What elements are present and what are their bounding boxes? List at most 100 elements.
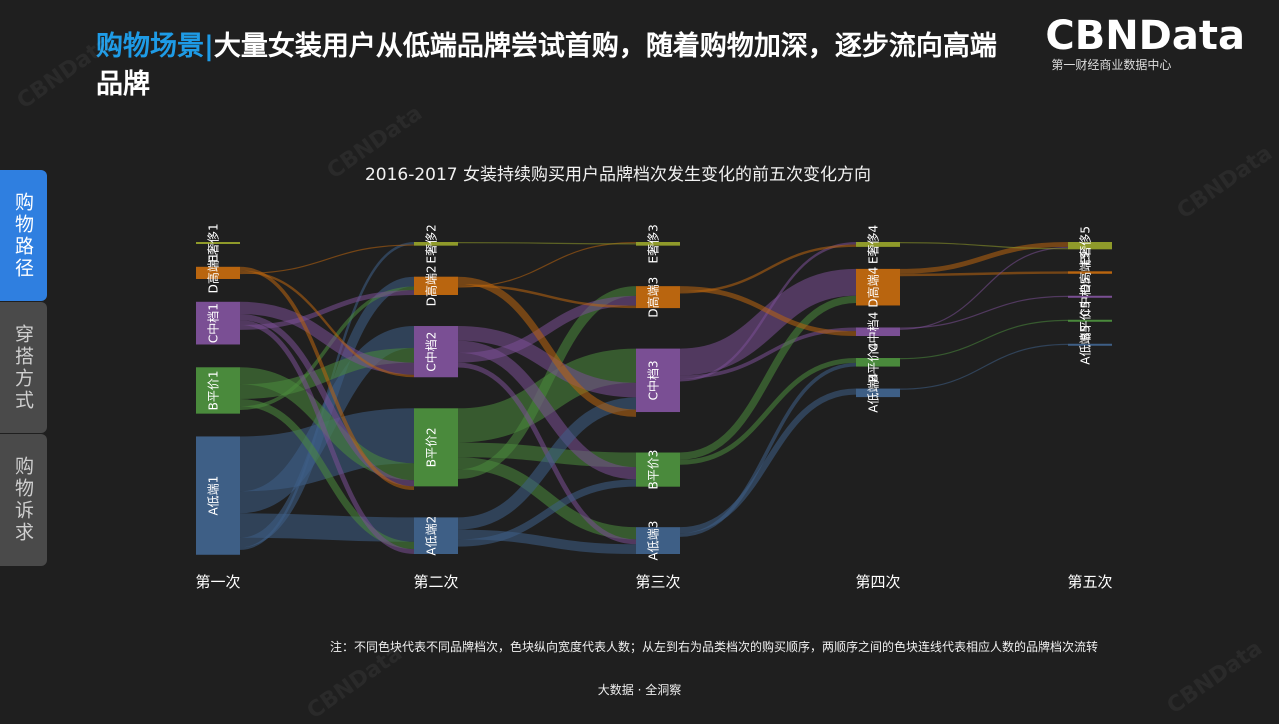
sankey-node [196,367,240,414]
node-label: C中档1 [206,303,221,343]
node-label: B平价5 [1079,301,1093,341]
sidebar-tab-label: 购物路径 [12,191,34,280]
stage-label: 第四次 [855,573,900,591]
flow-link [899,319,1069,360]
node-label: E奢侈3 [647,224,661,263]
flow-link [239,320,415,554]
node-label: A低端4 [867,373,881,413]
stage-label: 第三次 [635,573,680,591]
sankey-node [1068,271,1112,274]
flow-link [239,301,415,375]
sankey-node [1068,242,1112,250]
stage-labels: 第一次 第二次 第三次 第四次 第五次 [195,573,1112,591]
title-text: 大量女装用户从低端品牌尝试首购，随着购物加深，逐步流向高端品牌 [96,31,997,100]
flow-link [679,388,857,534]
title-highlight: 购物场景| [96,31,214,62]
sankey-node [196,301,240,345]
page-title: 购物场景|大量女装用户从低端品牌尝试首购，随着购物加深，逐步流向高端品牌 [96,28,1016,104]
sankey-node [414,276,458,295]
flow-link [457,242,637,245]
node-label: A低端5 [1079,325,1093,365]
sankey-node [196,436,240,555]
flow-link [239,290,415,330]
flow-link [457,284,637,309]
node-label: C中档5 [1078,277,1093,317]
flow-link [679,362,857,537]
flow-link [457,529,637,554]
sankey-node [414,326,458,378]
chart-title: 2016-2017 女装持续购买用户品牌档次发生变化的前五次变化方向 [364,165,872,185]
sankey-node [414,408,458,487]
sankey-node [1068,319,1112,322]
flow-link [899,295,1069,329]
flow-link [899,271,1069,277]
flow-link [679,295,857,460]
flow-link [239,266,415,491]
sankey-node [856,388,900,398]
node-label: C中档4 [866,312,881,352]
sankey-node [856,327,900,337]
sankey-node [636,286,680,309]
flow-link [899,246,1069,330]
node-label: D高端2 [424,265,439,306]
flow-link [457,326,637,398]
sidebar-tab-outfit-style[interactable]: 穿搭方式 [0,302,47,433]
flow-link [679,244,857,294]
flow-link [899,343,1069,390]
flow-link [457,295,637,363]
flow-link [679,268,857,376]
sidebar-tab-shopping-demand[interactable]: 购物诉求 [0,434,47,566]
node-label: C中档3 [646,360,661,400]
sankey-node [636,348,680,413]
sidebar-tab-label: 穿搭方式 [12,323,34,412]
sankey-node [856,358,900,367]
stage-label: 第二次 [413,573,458,591]
sankey-node [856,242,900,247]
footer-slogan: 大数据 · 全洞察 [597,683,682,697]
node-label: A低端2 [425,516,439,556]
flow-link [239,270,415,378]
node-label: C中档2 [424,332,439,372]
logo-text: CBNData [1045,13,1245,59]
node-label: A低端3 [647,521,661,561]
sankey-node [636,452,680,487]
sankey-node [1068,343,1112,346]
flow-link [679,358,857,465]
node-label: B平价1 [207,371,221,411]
logo-subtitle: 第一财经商业数据中心 [1051,58,1172,72]
flow-link [899,242,1069,274]
sankey-node [636,527,680,554]
flow-link [899,242,1069,250]
sankey-node [414,517,458,554]
flow-link [239,513,415,542]
node-label: E奢侈5 [1079,226,1093,265]
node-label: B平价4 [867,342,881,382]
sankey-node [636,242,680,246]
flow-link [239,408,415,492]
brand-logo: CBNData 第一财经商业数据中心 [1045,14,1245,73]
flow-link [239,244,415,275]
sankey-node [196,266,240,279]
flow-link [457,348,637,443]
sidebar-tab-shopping-path[interactable]: 购物路径 [0,170,47,301]
node-label: B平价3 [647,450,661,490]
flow-link [457,479,637,547]
stage-label: 第一次 [195,573,240,591]
flow-link [239,367,415,481]
node-label: A低端1 [207,476,221,516]
node-label: D高端4 [866,267,881,308]
sankey-node [196,242,240,244]
sankey-node [856,268,900,306]
node-label: E奢侈4 [867,225,881,264]
sankey-nodes [196,242,1112,555]
sankey-flows [239,242,1069,554]
flow-link [457,242,637,288]
node-label: B平价2 [425,427,439,467]
node-label: D高端1 [206,252,221,293]
node-label: E奢侈1 [207,223,221,262]
sankey-node [414,242,458,246]
node-label: D高端3 [646,277,661,318]
node-label: E奢侈2 [425,224,439,263]
